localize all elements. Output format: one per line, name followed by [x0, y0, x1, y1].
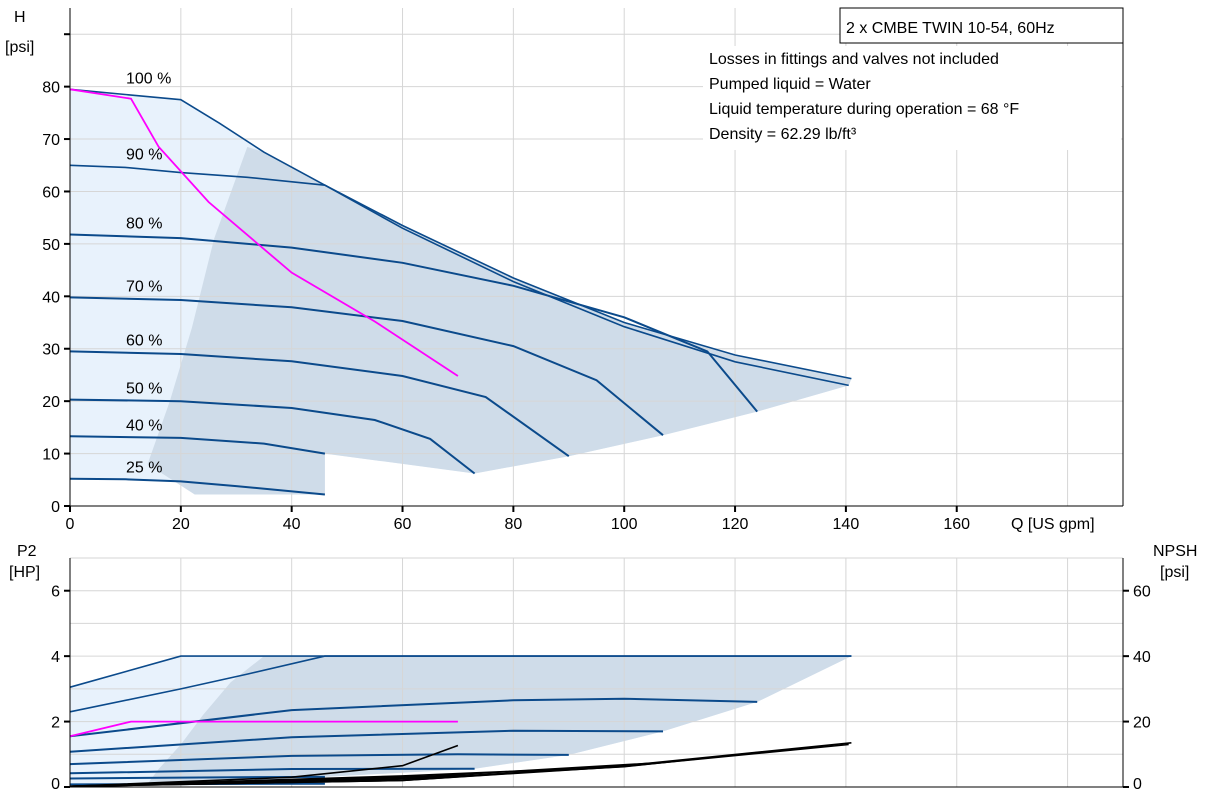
- x-axis-label: Q [US gpm]: [1011, 516, 1095, 533]
- head-curves: [69, 88, 852, 496]
- head-xtick-0: 0: [66, 516, 75, 533]
- operating-range-fill: [70, 89, 852, 495]
- head-ylabel-line1: H: [14, 9, 26, 26]
- npsh-ylabel-line2: [psi]: [1160, 564, 1189, 581]
- head-ytick-10: 10: [42, 447, 60, 464]
- speed-label-40: 40 %: [126, 417, 162, 434]
- p2-curve-50: [69, 767, 475, 775]
- speed-label-90: 90 %: [126, 146, 162, 163]
- head-curve-25: [69, 477, 325, 496]
- speed-labels: 100 % 90 % 80 % 70 % 60 % 50 % 40 % 25 %: [126, 70, 171, 476]
- npsh-ytick-0: 0: [1133, 776, 1142, 790]
- head-curve-80: [69, 233, 758, 413]
- p2-ylabel-line1: P2: [17, 543, 37, 560]
- speed-label-60: 60 %: [126, 332, 162, 349]
- head-ytick-70: 70: [42, 132, 60, 149]
- head-xtick-40: 40: [283, 516, 301, 533]
- power-curves: [69, 655, 852, 786]
- head-ytick-40: 40: [42, 289, 60, 306]
- npsh-ytick-60: 60: [1133, 584, 1151, 601]
- head-curve-100: [69, 88, 852, 380]
- power-operating-range-fill: [70, 656, 852, 785]
- head-axes: 0 10 20 30 40 50 60 70 80 0 20 40 60 80 100 120 140 160: [42, 8, 1124, 533]
- head-xtick-120: 120: [722, 516, 749, 533]
- speed-label-80: 80 %: [126, 215, 162, 232]
- p2-ytick-6: 6: [51, 584, 60, 601]
- duty-head-curve: [69, 88, 459, 377]
- npsh-curves: [69, 742, 852, 788]
- head-curve-40: [69, 435, 326, 455]
- head-xtick-140: 140: [833, 516, 860, 533]
- head-xtick-80: 80: [504, 516, 522, 533]
- head-curve-60: [69, 350, 570, 458]
- head-ytick-20: 20: [42, 394, 60, 411]
- npsh-ytick-40: 40: [1133, 649, 1151, 666]
- p2-ytick-0: 0: [51, 776, 60, 790]
- info-panel: 2 x CMBE TWIN 10-54, 60Hz Losses in fitt…: [703, 7, 1124, 150]
- operating-range-inner: [147, 146, 852, 495]
- head-gridlines: [70, 8, 1123, 506]
- duty-p2-curve: [69, 720, 458, 738]
- note-density: Density = 62.29 lb/ft³: [709, 126, 857, 143]
- note-liquid: Pumped liquid = Water: [709, 76, 871, 93]
- speed-label-25: 25 %: [126, 460, 162, 477]
- head-curve-90: [69, 164, 849, 387]
- p2-curve-70: [69, 729, 664, 753]
- speed-label-50: 50 %: [126, 381, 162, 398]
- head-ytick-0: 0: [51, 499, 60, 516]
- note-temperature: Liquid temperature during operation = 68…: [709, 101, 1019, 118]
- head-ylabel-line2: [psi]: [5, 39, 34, 56]
- p2-curve-60: [69, 753, 569, 766]
- power-range-inner: [147, 656, 852, 784]
- head-xtick-100: 100: [611, 516, 638, 533]
- head-ytick-80: 80: [42, 80, 60, 97]
- p2-ytick-4: 4: [51, 649, 60, 666]
- npsh-ylabel-line1: NPSH: [1153, 543, 1197, 560]
- p2-curve-80: [69, 697, 758, 738]
- p2-ylabel-line2: [HP]: [9, 564, 40, 581]
- info-panel-background: [703, 46, 1121, 150]
- head-ytick-30: 30: [42, 342, 60, 359]
- head-xtick-60: 60: [394, 516, 412, 533]
- npsh-curve-duty: [69, 744, 459, 788]
- head-xtick-20: 20: [172, 516, 190, 533]
- title-box: [839, 7, 1124, 44]
- npsh-curve-50: [69, 774, 475, 788]
- chart-title: 2 x CMBE TWIN 10-54, 60Hz: [846, 20, 1055, 37]
- note-fittings: Losses in fittings and valves not includ…: [709, 51, 999, 68]
- p2-curve-90: [69, 655, 852, 713]
- speed-label-100: 100 %: [126, 70, 171, 87]
- head-xtick-160: 160: [943, 516, 970, 533]
- head-chart: 100 % 90 % 80 % 70 % 60 % 50 % 40 % 25 % 0 10 20 3…: [5, 8, 1124, 533]
- head-ytick-50: 50: [42, 237, 60, 254]
- head-ytick-60: 60: [42, 184, 60, 201]
- speed-label-70: 70 %: [126, 278, 162, 295]
- head-curve-50: [69, 398, 476, 475]
- head-curve-70: [69, 296, 664, 436]
- p2-ytick-2: 2: [51, 715, 60, 732]
- npsh-ytick-20: 20: [1133, 715, 1151, 732]
